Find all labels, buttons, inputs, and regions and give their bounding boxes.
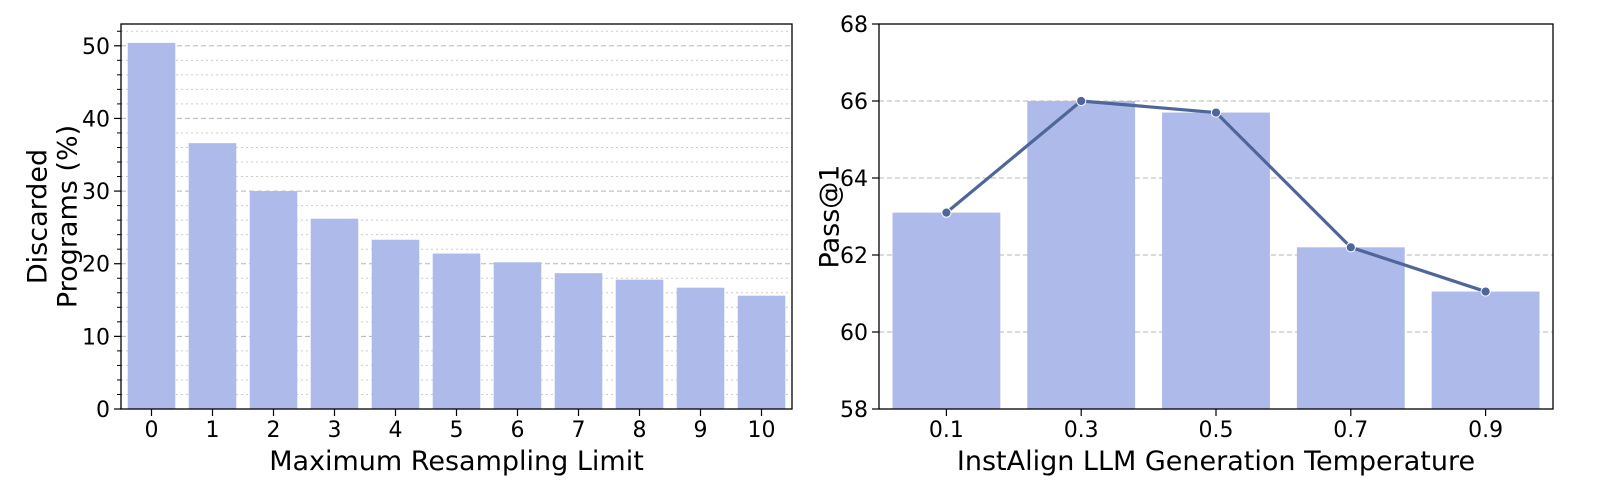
chart-pass-at-1: 58 60 62 64 66 68 0.1 0.3 0.5 0.7 0.9 InstAlign LLM… [815, 13, 1554, 477]
x-tick-label: 0.3 [1064, 418, 1099, 443]
bar-0.3 [1027, 101, 1136, 409]
x-tick-label: 8 [633, 418, 647, 443]
line-point-0.7 [1345, 242, 1356, 253]
y-tick-label: 10 [82, 325, 110, 350]
bar-0.7 [1296, 247, 1405, 409]
bar-1 [188, 143, 237, 409]
bar-5 [432, 253, 481, 409]
x-tick-label: 3 [328, 418, 342, 443]
x-tick-label: 0.7 [1333, 418, 1368, 443]
bar-0.9 [1431, 291, 1540, 409]
line-point-0.9 [1480, 286, 1491, 297]
x-axis-label: InstAlign LLM Generation Temperature [957, 446, 1475, 477]
bar-3 [310, 218, 359, 409]
x-tick-label: 9 [694, 418, 708, 443]
x-tick-label: 10 [748, 418, 776, 443]
x-tick-label: 4 [389, 418, 403, 443]
line-point-0.5 [1210, 107, 1222, 118]
x-tick-label: 0 [145, 418, 159, 443]
y-tick-label: 0 [96, 398, 110, 423]
y-tick-label: 64 [840, 167, 868, 192]
bar-0.5 [1162, 112, 1270, 410]
x-tick-label: 0.5 [1199, 418, 1234, 443]
y-tick-label: 66 [840, 90, 868, 115]
bar-4 [371, 239, 420, 409]
y-axis-label: Discarded [23, 149, 54, 284]
x-tick-label: 0.1 [929, 418, 964, 443]
y-tick-label: 30 [82, 180, 110, 205]
x-tick-label: 2 [267, 418, 281, 443]
bar-6 [493, 262, 542, 409]
x-tick-label: 6 [511, 418, 525, 443]
y-tick-label: 50 [82, 35, 110, 60]
axes-frame [120, 23, 793, 410]
y-tick-label: 20 [82, 253, 110, 278]
bar-0 [127, 42, 176, 410]
x-tick-label: 0.9 [1468, 418, 1503, 443]
y-tick-label: 58 [840, 398, 868, 423]
y-tick-label: 62 [840, 244, 868, 269]
y-tick-label: 68 [840, 13, 868, 38]
chart-discarded-programs: 0 10 20 30 40 50 0 1 2 3 4 5 6 7 8 9 10 Maximum Resamplin… [23, 23, 793, 477]
bar-8 [615, 279, 664, 409]
x-tick-label: 7 [572, 418, 586, 443]
x-tick-label: 5 [450, 418, 464, 443]
bar-0.1 [892, 212, 1001, 409]
bar-9 [676, 287, 725, 409]
y-tick-label: 60 [840, 321, 868, 346]
bar-2 [249, 191, 298, 409]
bar-7 [554, 273, 603, 409]
x-axis-label: Maximum Resampling Limit [269, 446, 644, 477]
y-tick-label: 40 [82, 107, 110, 132]
y-axis-label: Pass@1 [815, 165, 846, 269]
x-tick-label: 1 [206, 418, 220, 443]
bar-10 [737, 295, 786, 409]
y-axis-label: Programs (%) [53, 125, 84, 308]
line-point-0.1 [941, 207, 952, 218]
line-point-0.3 [1076, 95, 1087, 107]
axes-frame [878, 23, 1554, 410]
